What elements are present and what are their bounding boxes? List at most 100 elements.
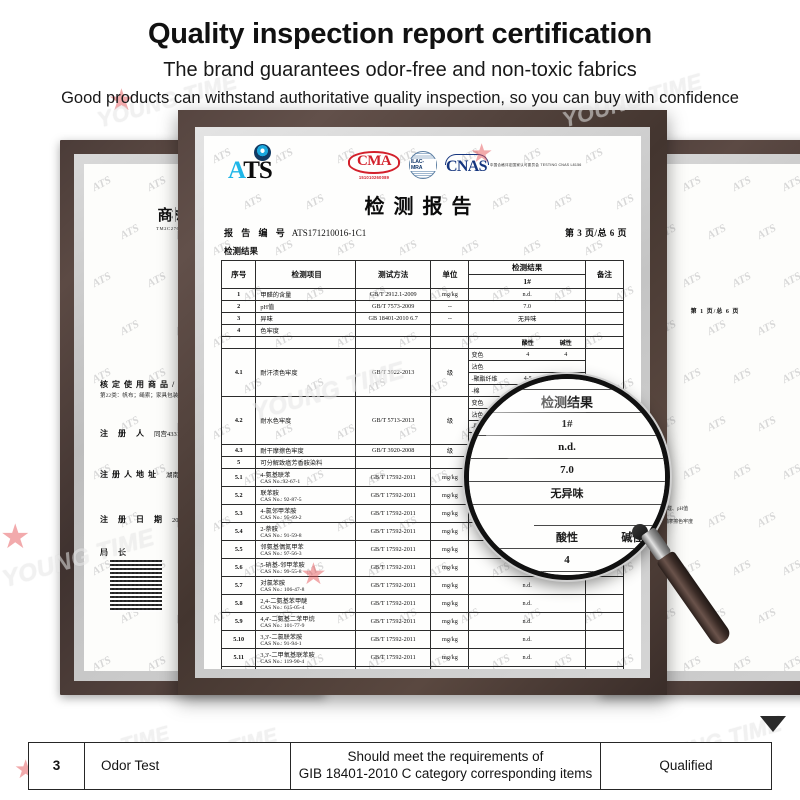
cell-result [468, 324, 586, 337]
fastness-header-row: 酸性 碱性 [220, 336, 625, 349]
cell-cas: CAS No.: 99-55-8 [260, 569, 302, 575]
cell-item: 3,3'-二甲基联苯胺CAS No.: 119-93-7 [255, 666, 356, 669]
summary-test-name: Odor Test [85, 743, 291, 789]
cell-method: GB/T 17592-2011 [354, 540, 432, 559]
cell-unit [430, 456, 470, 469]
magnified-value-2: 无异味 [469, 481, 665, 505]
cell-unit: mg/kg [430, 648, 470, 667]
cell-unit: mg/kg [430, 504, 470, 523]
cell-result: n.d. [468, 288, 586, 301]
director-label: 局 长 [100, 548, 130, 558]
report-title: 检测报告 [364, 196, 481, 218]
cell-unit: mg/kg [430, 288, 470, 301]
heading-block: Quality inspection report certification … [0, 0, 800, 108]
magnified-content: 检测结果 1# n.d. 7.0 无异味 酸性 碱性 变色 4 [469, 379, 665, 575]
cell-remark [584, 630, 625, 649]
cell-item: 联苯胺 CAS No.: 92-87-5 [255, 486, 356, 505]
right-doc-pages: 第 1 页/总 6 页 [690, 309, 740, 315]
cell-method: GB/T 17592-2011 [354, 558, 432, 577]
cell-method: GB/T 17592-2011 [354, 468, 432, 487]
cell-method: GB/T 5713-2013 [354, 396, 432, 445]
cell-cas: CAS No.: 615-05-4 [260, 605, 305, 611]
cell-result: 7.0 [468, 300, 586, 313]
magnified-header: 检测结果 [469, 389, 665, 413]
cell-item: 耐水色牢度 [255, 396, 356, 445]
cnas-caption: 中国合格评定国家认可委员会 TESTING CNAS L8156 [489, 162, 582, 167]
cell-method: GB/T 17592-2011 [354, 486, 432, 505]
ats-logo: ATS [228, 144, 314, 183]
summary-requirement-line1: Should meet the requirements of [347, 749, 544, 765]
fastness-line-acid: 4 [526, 351, 530, 358]
cell-unit: mg/kg [430, 576, 470, 595]
magnified-value-1: 7.0 [469, 458, 665, 482]
cell-method: GB/T 17592-2011 [354, 630, 432, 649]
fastness-line-label: 变色 [471, 353, 484, 359]
cell-method: GB/T 17592-2011 [354, 666, 432, 669]
cell-unit [430, 324, 470, 337]
cell-no: 5.8 [220, 594, 257, 613]
table-row: 5.8 2,4-二氨基苯甲醚 CAS No.: 615-05-4 GB/T 175… [220, 594, 625, 613]
cell-no: 5.5 [220, 540, 257, 559]
magnified-value-0: n.d. [469, 435, 665, 459]
page-subtitle-secondary: Good products can withstand authoritativ… [61, 89, 739, 108]
cell-result: n.d. [468, 666, 586, 669]
cell-item: 4-氨基联苯 CAS No.:92-67-1 [255, 468, 356, 487]
cell-unit: mg/kg [430, 540, 470, 559]
ats-logo-ts: TS [243, 157, 273, 184]
cell-cas: CAS No.:92-67-1 [260, 479, 301, 485]
cell-fastness-line: 沾色 [468, 360, 586, 373]
cell-item: pH值 [255, 300, 356, 313]
cell-cas: CAS No.: 106-47-8 [260, 587, 305, 593]
fastness-line-label: 沾色 [471, 365, 484, 371]
cell-no: 4.1 [220, 348, 257, 397]
cell-unit: mg/kg [430, 594, 470, 613]
cell-remark [584, 594, 625, 613]
summary-result: Qualified [659, 757, 713, 773]
cell-no: 5.11 [220, 648, 257, 667]
cell-unit: mg/kg [430, 558, 470, 577]
cell-unit: mg/kg [430, 612, 470, 631]
cell-unit: 级 [430, 348, 470, 397]
col-remark: 备注 [584, 260, 625, 289]
table-row: 5.7 对氯苯胺 CAS No.: 106-47-8 GB/T 17592-201… [220, 576, 625, 595]
table-row: 1 甲醛的含量 GB/T 2912.1-2009 mg/kg n.d. [220, 288, 625, 301]
registrant-value: 同宫4331257 [154, 431, 190, 439]
cell-cas: CAS No.: 91-94-1 [260, 641, 302, 647]
cell-method: GB/T 17592-2011 [354, 504, 432, 523]
cell-no: 3 [220, 312, 257, 325]
cell-remark [584, 648, 625, 667]
magnified-subheader: 1# [469, 412, 665, 436]
cell-method: GB/T 17592-2011 [354, 576, 432, 595]
cell-no: 5.10 [220, 630, 257, 649]
cell-no: 4 [220, 324, 257, 337]
cell-item: 3,3'-二甲氧基联苯胺 CAS No.: 119-90-4 [255, 648, 356, 667]
fastness-line-acid [509, 361, 547, 372]
table-row: 5.12 3,3'-二甲基联苯胺CAS No.: 119-93-7 GB/T 1… [220, 666, 625, 669]
page-subtitle-primary: The brand guarantees odor-free and non-t… [163, 59, 637, 82]
table-row: 4.1 耐汗渍色牢度 GB/T 3922-2013 级 变色 4 4 [220, 348, 625, 397]
cell-method: GB/T 17592-2011 [354, 612, 432, 631]
accreditation-logos: CMA 151010260089 ILAC-MRA CNAS 中国合格评定国家认… [348, 151, 581, 180]
alkali-label: 碱性 [559, 341, 572, 347]
magnified-row-acid-0: 4 [534, 548, 600, 572]
cell-result: 无异味 [468, 312, 586, 325]
goods-label: 核定使用商品/服务项目 [100, 380, 227, 389]
cell-item: 甲醛的含量 [255, 288, 356, 301]
col-item: 检测项目 [255, 260, 356, 289]
cell-remark [584, 300, 625, 313]
ilac-mra-logo: ILAC-MRA [409, 151, 438, 180]
cell-remark [584, 612, 625, 631]
col-no: 序号 [220, 260, 257, 289]
cell-item: 对氯苯胺 CAS No.: 106-47-8 [255, 576, 356, 595]
table-row: 2 pH值 GB/T 7573-2009 -- 7.0 [220, 300, 625, 313]
cell-method: GB/T 17592-2011 [354, 648, 432, 667]
registrant-label: 注 册 人 同宫4331257 [100, 429, 190, 439]
cell-method [354, 456, 432, 469]
magnified-row-label-1: 沾色 [469, 571, 535, 575]
cell-remark [584, 666, 625, 669]
fastness-line-alkali [547, 361, 585, 372]
cell-method: GB/T 3920-2008 [354, 444, 432, 457]
acid-label: 酸性 [521, 341, 534, 347]
magnified-acid-label: 酸性 [534, 525, 600, 549]
